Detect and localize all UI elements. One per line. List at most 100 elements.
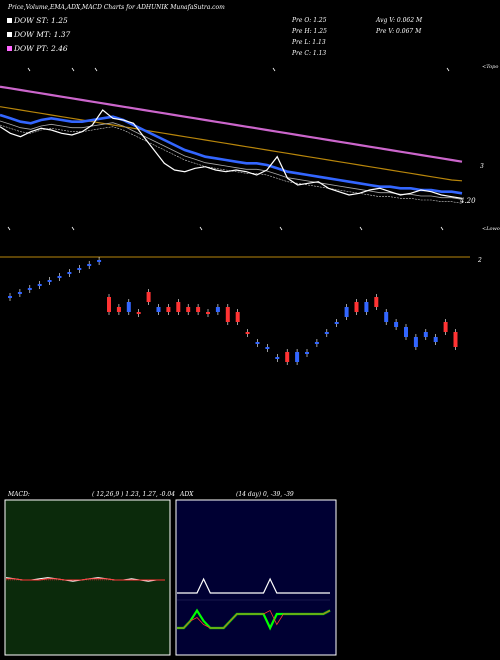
candle-20 bbox=[206, 312, 210, 314]
candle-24 bbox=[245, 332, 250, 334]
candle-1 bbox=[17, 292, 22, 294]
tick-bottom-0 bbox=[7, 226, 11, 231]
macd-panel: MACD: ( 12,26,9 ) 1.23, 1.27, -0.04 bbox=[4, 491, 175, 656]
price-series-2 bbox=[0, 113, 463, 195]
candle-26 bbox=[265, 347, 270, 349]
candle-4 bbox=[47, 280, 52, 282]
candle-8 bbox=[87, 264, 92, 266]
legend: DOW ST: 1.25 DOW MT: 1.37 DOW PT: 2.46 bbox=[7, 16, 71, 53]
candle-13 bbox=[136, 312, 141, 314]
stats-right: Avg V: 0.062 M Pre V: 0.067 M bbox=[375, 17, 423, 35]
adx-series-0 bbox=[177, 577, 330, 594]
macd-lines bbox=[5, 577, 165, 582]
candle-9 bbox=[97, 260, 102, 262]
legend-swatch-st bbox=[7, 18, 12, 23]
candle-28 bbox=[285, 352, 290, 362]
stat-close: Pre C: 1.13 bbox=[291, 50, 326, 57]
candle-42 bbox=[423, 332, 428, 337]
legend-swatch-mt bbox=[7, 32, 12, 37]
tick-bottom-5 bbox=[440, 226, 444, 231]
candle-32 bbox=[324, 332, 329, 334]
tick-markers bbox=[7, 67, 450, 231]
tick-top-1 bbox=[71, 67, 75, 72]
candle-15 bbox=[156, 307, 161, 312]
candle-21 bbox=[215, 307, 220, 312]
candle-7 bbox=[77, 268, 82, 270]
tick-bottom-2 bbox=[199, 226, 203, 231]
legend-mt: DOW MT: 1.37 bbox=[13, 30, 71, 39]
stats-left: Pre O: 1.25 Pre H: 1.25 Pre L: 1.13 Pre … bbox=[291, 17, 327, 57]
adx-panel: ADX (14 day) 0, -39, -39 bbox=[175, 491, 337, 656]
candle-2 bbox=[27, 288, 32, 290]
candle-31 bbox=[314, 342, 319, 344]
chart-title: Price,Volume,EMA,ADX,MACD Charts for ADH… bbox=[7, 4, 225, 11]
candle-39 bbox=[394, 322, 399, 327]
candle-6 bbox=[67, 272, 72, 274]
candle-10 bbox=[107, 297, 111, 312]
price-series-0 bbox=[0, 85, 463, 163]
candle-panel bbox=[8, 257, 458, 365]
candle-19 bbox=[196, 307, 201, 312]
tick-top-3 bbox=[272, 67, 276, 72]
candle-33 bbox=[334, 322, 339, 324]
candle-30 bbox=[305, 352, 309, 354]
candle-44 bbox=[443, 322, 448, 332]
candle-0 bbox=[8, 296, 12, 298]
adx-lines bbox=[177, 577, 331, 631]
candle-11 bbox=[116, 307, 121, 312]
candle-38 bbox=[384, 312, 389, 322]
candle-27 bbox=[275, 357, 280, 359]
stat-prev-volume: Pre V: 0.067 M bbox=[375, 28, 422, 35]
macd-params: ( 12,26,9 ) 1.23, 1.27, -0.04 bbox=[92, 491, 175, 498]
tick-top-0 bbox=[27, 67, 31, 72]
candle-29 bbox=[295, 352, 300, 362]
stat-high: Pre H: 1.25 bbox=[291, 28, 327, 35]
price-series-band-lower bbox=[0, 124, 463, 204]
tick-bottom-1 bbox=[71, 226, 75, 231]
axis-top-label: <Topo bbox=[482, 64, 498, 70]
candle-45 bbox=[453, 332, 458, 347]
candle-40 bbox=[404, 327, 408, 337]
legend-st: DOW ST: 1.25 bbox=[13, 16, 68, 25]
tick-top-4 bbox=[446, 67, 450, 72]
adx-params: (14 day) 0, -39, -39 bbox=[236, 491, 294, 498]
price-series-band-upper bbox=[0, 120, 463, 200]
price-series-1 bbox=[0, 106, 463, 182]
macd-title: MACD: bbox=[7, 491, 30, 498]
macd-frame bbox=[4, 499, 171, 656]
candle-18 bbox=[186, 307, 191, 312]
candle-16 bbox=[166, 307, 171, 312]
candle-5 bbox=[57, 276, 62, 278]
axis-mid-label: 3 bbox=[480, 163, 484, 170]
adx-title: ADX bbox=[179, 491, 194, 498]
candle-3 bbox=[37, 284, 42, 286]
candle-23 bbox=[235, 312, 240, 322]
candle-12 bbox=[126, 302, 131, 312]
stat-open: Pre O: 1.25 bbox=[291, 17, 327, 24]
candle-36 bbox=[364, 302, 369, 312]
adx-frame bbox=[175, 499, 337, 656]
candle-34 bbox=[344, 307, 349, 317]
axis-low-label: <Lowo bbox=[482, 226, 500, 232]
volume-axis-label: 2 bbox=[477, 257, 482, 264]
price-marker-label: 4.20 bbox=[459, 197, 476, 205]
price-panel bbox=[0, 85, 463, 204]
stat-avg-volume: Avg V: 0.062 M bbox=[375, 17, 423, 24]
candle-14 bbox=[146, 292, 151, 302]
legend-pt: DOW PT: 2.46 bbox=[13, 44, 68, 53]
candle-25 bbox=[255, 342, 260, 344]
candle-35 bbox=[354, 302, 359, 312]
price-series-3 bbox=[0, 109, 463, 199]
tick-bottom-4 bbox=[359, 226, 363, 231]
candle-37 bbox=[374, 297, 379, 307]
legend-swatch-pt bbox=[7, 46, 12, 51]
candle-43 bbox=[433, 337, 438, 342]
tick-top-2 bbox=[94, 67, 98, 72]
tick-bottom-3 bbox=[279, 226, 283, 231]
candle-17 bbox=[176, 302, 181, 312]
macd-series-1 bbox=[6, 578, 165, 581]
candle-22 bbox=[225, 307, 230, 322]
candle-41 bbox=[413, 337, 418, 347]
adx-series-2 bbox=[177, 609, 331, 629]
